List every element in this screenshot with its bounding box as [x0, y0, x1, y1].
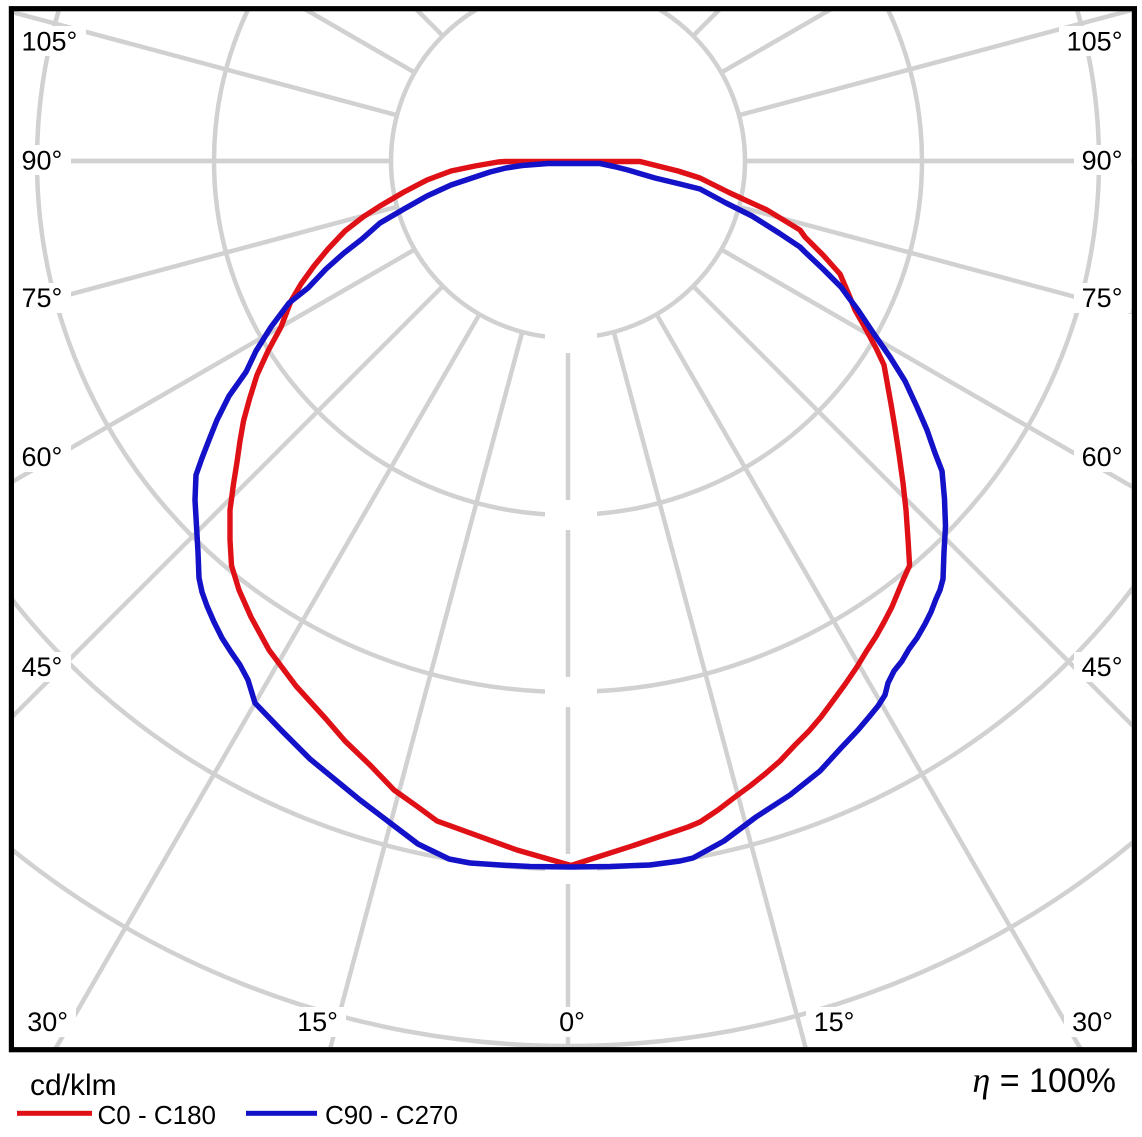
svg-text:15°: 15°: [814, 1007, 855, 1037]
svg-text:75°: 75°: [1082, 283, 1123, 313]
svg-text:30°: 30°: [1072, 1007, 1113, 1037]
svg-text:60°: 60°: [22, 442, 63, 472]
svg-text:η = 100%: η = 100%: [972, 1060, 1116, 1100]
svg-text:90°: 90°: [22, 146, 63, 176]
svg-text:45°: 45°: [22, 652, 63, 682]
svg-text:0°: 0°: [559, 1007, 585, 1037]
svg-text:105°: 105°: [1067, 27, 1123, 57]
svg-text:90°: 90°: [1082, 146, 1123, 176]
svg-text:C0 - C180: C0 - C180: [98, 1100, 217, 1130]
svg-text:C90 - C270: C90 - C270: [325, 1100, 458, 1130]
svg-text:60°: 60°: [1082, 442, 1123, 472]
svg-text:105°: 105°: [22, 27, 78, 57]
svg-text:15°: 15°: [297, 1007, 338, 1037]
svg-text:45°: 45°: [1082, 652, 1123, 682]
svg-text:cd/klm: cd/klm: [30, 1069, 117, 1102]
svg-text:75°: 75°: [22, 283, 63, 313]
svg-text:30°: 30°: [27, 1007, 68, 1037]
